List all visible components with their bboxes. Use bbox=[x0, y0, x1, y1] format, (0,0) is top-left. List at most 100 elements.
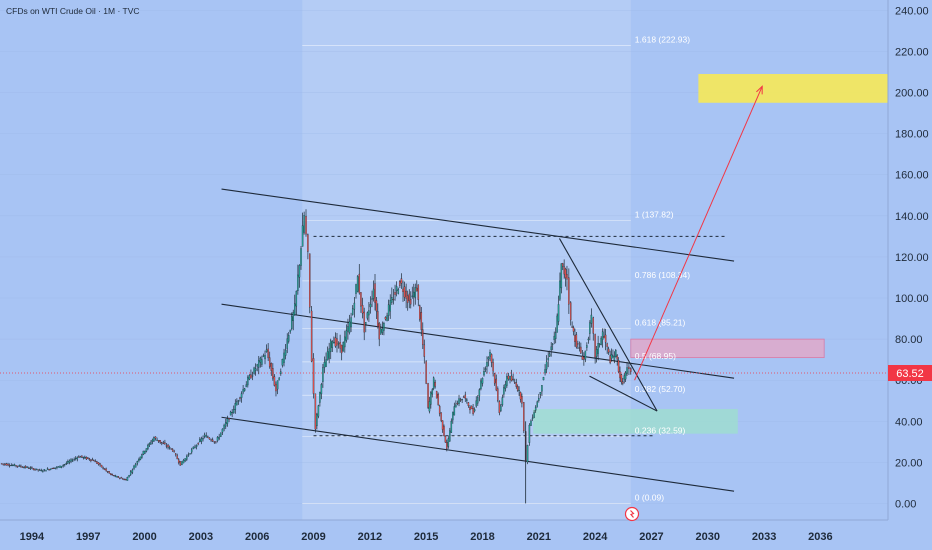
candle-body bbox=[577, 343, 579, 345]
candle-body bbox=[458, 398, 460, 404]
candle-body bbox=[268, 357, 271, 367]
candle-body bbox=[473, 409, 476, 412]
candle-body bbox=[56, 466, 58, 468]
candle-body bbox=[487, 357, 490, 360]
candle-body bbox=[580, 346, 582, 354]
candle-body bbox=[450, 420, 453, 433]
candle-body bbox=[628, 366, 630, 370]
candle-body bbox=[329, 340, 332, 353]
candle-body bbox=[452, 411, 454, 421]
candle-body bbox=[449, 430, 451, 442]
candle-body bbox=[353, 302, 356, 310]
wedge-upper bbox=[558, 238, 658, 412]
candle-body bbox=[261, 359, 263, 365]
candle-body bbox=[598, 343, 601, 345]
candle-body bbox=[173, 451, 175, 453]
candle-body bbox=[441, 420, 444, 430]
candle-body bbox=[391, 297, 393, 303]
candle-body bbox=[31, 467, 33, 469]
candle-body bbox=[481, 377, 484, 384]
candle-body bbox=[237, 400, 240, 402]
candle-body bbox=[495, 378, 498, 391]
projection-arrow-line bbox=[634, 86, 763, 381]
candle-body bbox=[447, 438, 450, 447]
candle-body bbox=[564, 268, 567, 278]
candle-body bbox=[29, 467, 32, 469]
candle-body bbox=[351, 308, 354, 315]
y-tick-label: 20.00 bbox=[895, 457, 923, 469]
candle-body bbox=[413, 291, 415, 297]
candle-body bbox=[309, 253, 311, 308]
candle-body bbox=[501, 397, 504, 406]
candle-body bbox=[60, 465, 63, 468]
candle-body bbox=[589, 322, 591, 334]
candle-body bbox=[419, 305, 421, 320]
candle-body bbox=[207, 436, 209, 438]
candle-body bbox=[322, 367, 324, 382]
candle-body bbox=[35, 468, 38, 470]
candle-body bbox=[62, 464, 64, 467]
candle-body bbox=[57, 466, 60, 468]
candle-body bbox=[489, 352, 491, 357]
candle-body bbox=[554, 332, 557, 340]
y-tick-label: 180.00 bbox=[895, 129, 929, 141]
y-tick-label: 160.00 bbox=[895, 170, 929, 182]
candle-body bbox=[348, 321, 351, 333]
candle-body bbox=[18, 465, 21, 467]
candle-body bbox=[254, 368, 257, 371]
candle-body bbox=[100, 464, 103, 468]
candle-body bbox=[168, 447, 171, 449]
candle-body bbox=[312, 358, 315, 394]
candle-body bbox=[606, 343, 608, 347]
candle-body bbox=[303, 215, 305, 233]
candle-body bbox=[114, 475, 117, 477]
candle-body bbox=[603, 336, 605, 339]
candle-body bbox=[84, 456, 86, 459]
y-tick-label: 240.00 bbox=[895, 5, 929, 17]
candle-body bbox=[583, 357, 585, 360]
candle-body bbox=[99, 463, 101, 465]
candle-body bbox=[284, 349, 287, 356]
candle-body bbox=[295, 290, 298, 307]
candle-body bbox=[123, 479, 126, 481]
candle-body bbox=[81, 455, 83, 458]
candle-body bbox=[105, 468, 107, 471]
candle-body bbox=[519, 392, 522, 400]
candle-body bbox=[13, 464, 16, 467]
candle-body bbox=[264, 355, 266, 360]
candle-body bbox=[574, 335, 576, 342]
candle-body bbox=[186, 455, 188, 460]
candle-body bbox=[604, 334, 607, 343]
candle-body bbox=[150, 442, 152, 445]
candle-body bbox=[408, 293, 411, 302]
candle-body bbox=[358, 273, 361, 294]
target-zone bbox=[698, 73, 888, 103]
candle-body bbox=[563, 266, 565, 275]
candle-body bbox=[512, 378, 514, 381]
candle-body bbox=[174, 453, 177, 455]
candle-body bbox=[16, 465, 19, 467]
candle-body bbox=[305, 215, 307, 235]
candle-body bbox=[557, 304, 560, 322]
candle-body bbox=[472, 408, 474, 415]
candle-body bbox=[234, 403, 237, 411]
candle-body bbox=[316, 414, 318, 427]
candle-body bbox=[334, 337, 337, 347]
candle-body bbox=[609, 355, 611, 364]
wedge-lower bbox=[589, 375, 658, 412]
candle-body bbox=[167, 444, 169, 448]
candle-body bbox=[571, 326, 573, 328]
x-tick-label: 2030 bbox=[696, 531, 720, 543]
candle-body bbox=[587, 338, 590, 341]
candle-body bbox=[15, 465, 17, 467]
candle-body bbox=[91, 459, 94, 461]
candle-body bbox=[432, 377, 435, 389]
candle-body bbox=[630, 368, 632, 372]
candle-body bbox=[342, 342, 344, 352]
projection-arrow-head bbox=[756, 85, 763, 95]
candle-body bbox=[38, 469, 41, 471]
candle-body bbox=[131, 469, 134, 473]
candle-body bbox=[190, 449, 193, 453]
candle-body bbox=[215, 441, 217, 443]
candle-body bbox=[71, 460, 74, 462]
